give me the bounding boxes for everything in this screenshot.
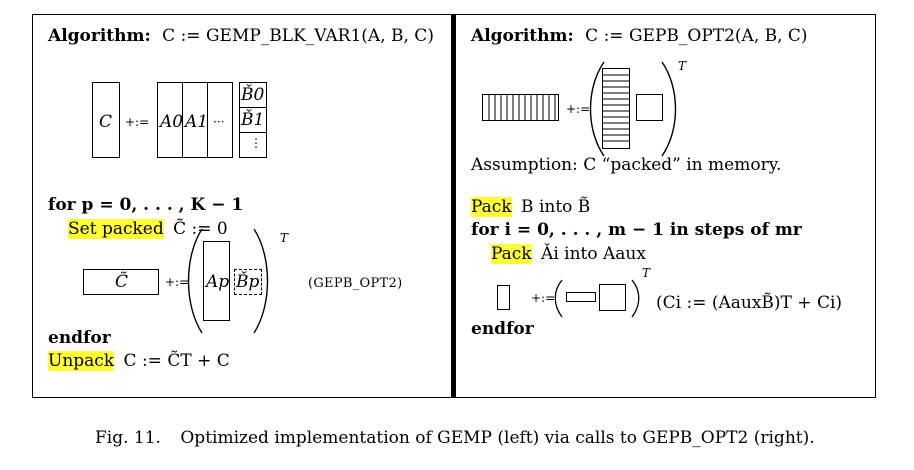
right-title-keyword: Algorithm: — [471, 26, 574, 46]
right-inner-transpose: T — [642, 266, 651, 280]
set-packed-line: Set packed C̃ := 0 — [68, 219, 228, 239]
update-operator: +:= — [125, 115, 150, 129]
figure-caption: Fig. 11. Optimized implementation of GEM… — [95, 428, 815, 448]
assumption-line: Assumption: C “packed” in memory. — [471, 155, 782, 175]
a0-label: A0 — [160, 112, 184, 132]
right-paren-group — [589, 61, 677, 157]
panel-divider — [451, 14, 456, 398]
right-title: Algorithm: C := GEPB_OPT2(A, B, C) — [471, 26, 808, 46]
pack-b-highlight: Pack — [471, 197, 512, 217]
left-title-expr: C := GEMP_BLK_VAR1(A, B, C) — [162, 26, 434, 46]
caption-fig-number: Fig. 11. — [95, 428, 161, 448]
c-tilde-label: C̃ — [115, 272, 129, 292]
right-transpose-superscript: T — [678, 59, 687, 73]
bp-label: B̌p — [236, 272, 260, 292]
transpose-superscript: T — [280, 231, 289, 245]
packed-b-block — [636, 94, 663, 121]
unpack-rest: C := C̃T + C — [123, 351, 230, 371]
right-inner-paren-group — [554, 279, 640, 318]
ap-block — [203, 241, 230, 321]
b1-label: B̌1 — [241, 110, 265, 130]
bp-block — [234, 269, 262, 295]
b-divider-1 — [239, 107, 267, 108]
ap-label: Ap — [206, 272, 230, 292]
left-title: Algorithm: C := GEMP_BLK_VAR1(A, B, C) — [48, 26, 434, 46]
left-title-keyword: Algorithm: — [48, 26, 151, 46]
pack-a-rest: Ǎi into Aaux — [541, 244, 646, 264]
left-paren-group — [187, 228, 269, 334]
c-tilde-matrix — [83, 269, 159, 295]
right-inner-operator: +:= — [531, 291, 556, 305]
a-rest-block — [207, 82, 233, 158]
right-update-operator: +:= — [566, 102, 591, 116]
left-for-line: for p = 0, . . . , K − 1 — [48, 195, 243, 215]
b-divider-2 — [239, 132, 267, 133]
unpack-highlight: Unpack — [48, 351, 115, 371]
for-line-text: for p = 0, . . . , K − 1 — [48, 195, 244, 215]
c-label: C — [99, 112, 113, 132]
a-dots: ··· — [213, 115, 225, 129]
set-packed-highlight: Set packed — [68, 219, 164, 239]
packed-c-block — [482, 94, 559, 121]
a1-label: A1 — [185, 112, 209, 132]
b-stack — [239, 82, 267, 158]
pack-a-highlight: Pack — [491, 244, 532, 264]
right-title-expr: C := GEPB_OPT2(A, B, C) — [585, 26, 808, 46]
right-for-line: for i = 0, . . . , m − 1 in steps of mr — [471, 220, 802, 240]
ci-block — [497, 285, 510, 310]
gepb-call-label: (GEPB_OPT2) — [308, 276, 403, 291]
b0-label: B̌0 — [241, 85, 265, 105]
set-packed-rest: C̃ := 0 — [173, 219, 228, 239]
unpack-line: Unpack C := C̃T + C — [48, 351, 230, 371]
packed-a-block — [602, 68, 630, 149]
inner-update-operator: +:= — [165, 275, 190, 289]
aaux-block — [566, 292, 596, 302]
b-vdots: ⋮ — [250, 136, 262, 150]
ci-update-formula: (Ci := (AauxB̃)T + Ci) — [656, 293, 843, 313]
pack-b-rest: B into B̃ — [521, 197, 591, 217]
c-matrix — [92, 82, 120, 158]
right-endfor: endfor — [471, 319, 534, 339]
right-for-line-text: for i = 0, . . . , m − 1 in steps of mr — [471, 220, 802, 240]
pack-a-line: Pack Ǎi into Aaux — [491, 244, 646, 264]
left-endfor: endfor — [48, 328, 111, 348]
btilde-block — [599, 284, 626, 311]
pack-b-line: Pack B into B̃ — [471, 197, 590, 217]
caption-text: Optimized implementation of GEMP (left) … — [180, 428, 815, 448]
